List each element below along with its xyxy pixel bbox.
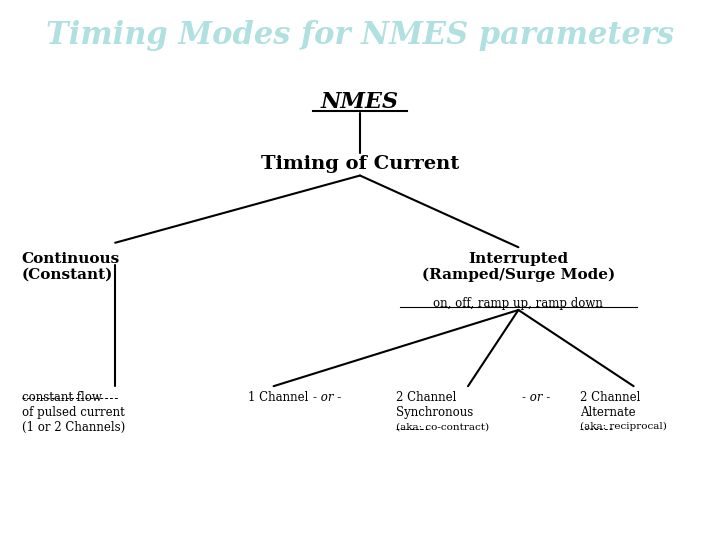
Text: 1 Channel: 1 Channel [248, 390, 309, 404]
Text: NMES: NMES [321, 91, 399, 112]
Text: on, off, ramp up, ramp down: on, off, ramp up, ramp down [433, 296, 603, 309]
Text: - or -: - or - [522, 390, 550, 404]
Text: Timing of Current: Timing of Current [261, 156, 459, 173]
Text: 2 Channel
Alternate: 2 Channel Alternate [580, 390, 640, 418]
Text: 2 Channel
Synchronous: 2 Channel Synchronous [396, 390, 473, 418]
Text: Continuous
(Constant): Continuous (Constant) [22, 252, 120, 282]
Text: constant flow
of pulsed current
(1 or 2 Channels): constant flow of pulsed current (1 or 2 … [22, 390, 125, 434]
Text: Timing Modes for NMES parameters: Timing Modes for NMES parameters [46, 19, 674, 51]
Text: (aka: reciprocal): (aka: reciprocal) [580, 422, 667, 431]
Text: Interrupted
(Ramped/Surge Mode): Interrupted (Ramped/Surge Mode) [422, 252, 615, 282]
Text: - or -: - or - [313, 390, 341, 404]
Text: (aka: co-contract): (aka: co-contract) [396, 422, 489, 431]
